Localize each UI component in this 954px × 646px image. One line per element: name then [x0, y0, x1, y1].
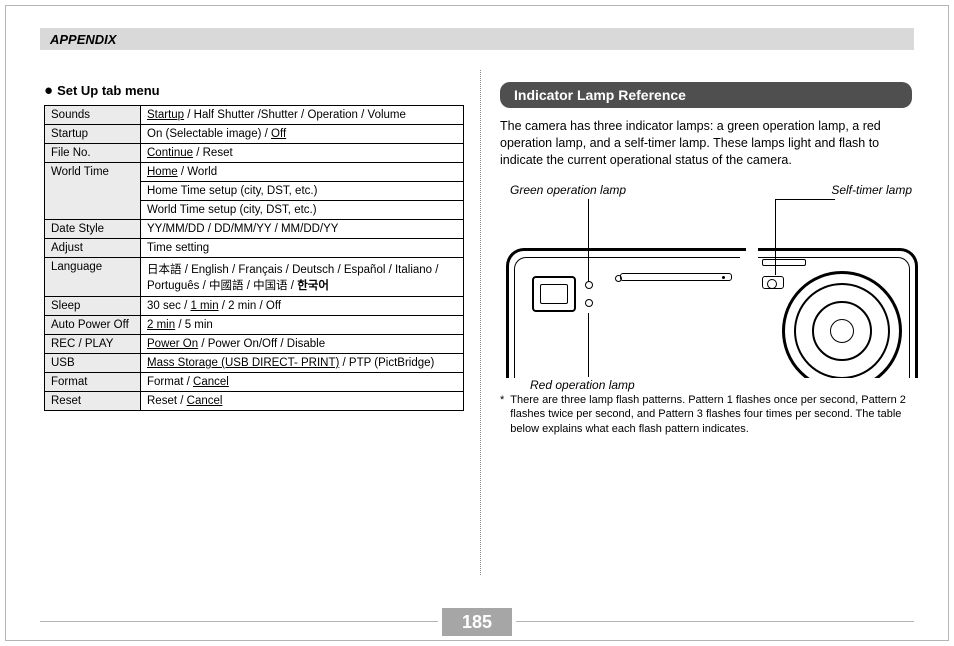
table-row-label: Reset: [45, 392, 141, 411]
bottom-rule-left: [40, 621, 438, 622]
green-lamp-icon: [585, 281, 593, 289]
table-row-label: REC / PLAY: [45, 335, 141, 354]
lamp-diagram: Green operation lamp Self-timer lamp Red…: [500, 183, 912, 393]
table-row-label: File No.: [45, 144, 141, 163]
table-row-value: Mass Storage (USB DIRECT- PRINT) / PTP (…: [141, 354, 464, 373]
self-timer-label: Self-timer lamp: [831, 183, 912, 197]
left-column: ● Set Up tab menu SoundsStartup / Half S…: [44, 82, 464, 411]
table-row-value: Continue / Reset: [141, 144, 464, 163]
red-lamp-icon: [585, 299, 593, 307]
viewfinder-icon: [532, 276, 576, 312]
table-row-value: Format / Cancel: [141, 373, 464, 392]
setup-subhead-text: Set Up tab menu: [57, 83, 160, 98]
section-title-text: Indicator Lamp Reference: [514, 87, 686, 103]
table-row-value: 日本語 / English / Français / Deutsch / Esp…: [141, 258, 464, 297]
table-row-value: Reset / Cancel: [141, 392, 464, 411]
table-row-value: Time setting: [141, 239, 464, 258]
table-row-label: Language: [45, 258, 141, 297]
asterisk-icon: *: [500, 393, 504, 438]
table-row-label: Format: [45, 373, 141, 392]
top-panel-icon: [620, 273, 732, 281]
table-row-value: Home / World: [141, 163, 464, 182]
table-row-label: Sleep: [45, 297, 141, 316]
column-divider: [480, 70, 481, 575]
table-row-label: Startup: [45, 125, 141, 144]
table-row-label: World Time: [45, 163, 141, 220]
setup-table: SoundsStartup / Half Shutter /Shutter / …: [44, 105, 464, 411]
section-title-pill: Indicator Lamp Reference: [500, 82, 912, 108]
red-lamp-label: Red operation lamp: [530, 378, 635, 392]
page-number-text: 185: [462, 612, 492, 633]
table-row-value: 2 min / 5 min: [141, 316, 464, 335]
table-row-value: World Time setup (city, DST, etc.): [141, 201, 464, 220]
table-row-value: Home Time setup (city, DST, etc.): [141, 182, 464, 201]
table-row-label: Adjust: [45, 239, 141, 258]
appendix-header: APPENDIX: [40, 28, 914, 50]
intro-paragraph: The camera has three indicator lamps: a …: [500, 118, 912, 169]
table-row-label: Sounds: [45, 106, 141, 125]
table-row-value: Power On / Power On/Off / Disable: [141, 335, 464, 354]
lens-clip: [758, 248, 918, 378]
table-row-value: YY/MM/DD / DD/MM/YY / MM/DD/YY: [141, 220, 464, 239]
table-row-value: 30 sec / 1 min / 2 min / Off: [141, 297, 464, 316]
footnote: * There are three lamp flash patterns. P…: [500, 393, 912, 438]
page-number: 185: [442, 608, 512, 636]
table-row-label: USB: [45, 354, 141, 373]
table-row-label: Auto Power Off: [45, 316, 141, 335]
setup-subhead: ● Set Up tab menu: [44, 82, 464, 99]
table-row-value: On (Selectable image) / Off: [141, 125, 464, 144]
bottom-rule-right: [516, 621, 914, 622]
right-column: Indicator Lamp Reference The camera has …: [500, 82, 912, 437]
bullet-icon: ●: [44, 82, 53, 99]
table-row-label: Date Style: [45, 220, 141, 239]
appendix-text: APPENDIX: [50, 32, 116, 47]
table-row-value: Startup / Half Shutter /Shutter / Operat…: [141, 106, 464, 125]
green-lamp-label: Green operation lamp: [510, 183, 626, 197]
leader-line: [775, 199, 835, 200]
footnote-text: There are three lamp flash patterns. Pat…: [510, 393, 912, 438]
